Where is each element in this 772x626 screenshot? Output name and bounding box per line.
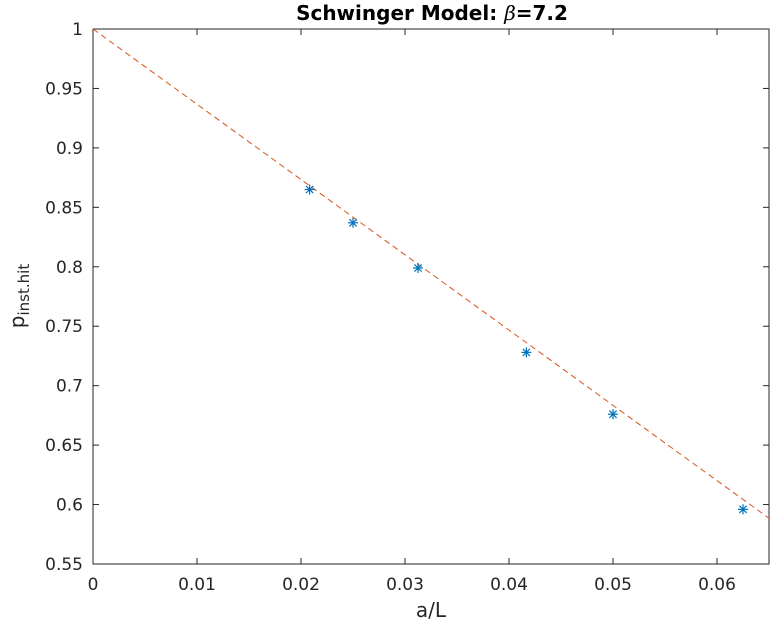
fit-line — [92, 28, 770, 519]
x-tick-label: 0.01 — [178, 575, 216, 595]
y-tick-label: 0.65 — [45, 436, 83, 456]
data-point — [348, 217, 358, 228]
y-tick-label: 0.75 — [45, 317, 83, 337]
y-axis-label-main: p — [5, 316, 29, 329]
fit-line-layer — [92, 28, 770, 519]
y-tick-label: 0.7 — [56, 377, 83, 397]
x-axis-ticks: 0 0.01 0.02 0.03 0.04 0.05 0.06 — [88, 29, 736, 595]
y-tick-label: 0.8 — [56, 258, 83, 278]
data-point — [608, 409, 618, 420]
y-tick-label: 0.6 — [56, 496, 83, 516]
y-tick-label: 0.85 — [45, 198, 83, 218]
y-tick-label: 1 — [72, 20, 83, 40]
x-tick-label: 0.06 — [698, 575, 736, 595]
x-tick-label: 0.02 — [282, 575, 320, 595]
chart-title-symbol: β — [503, 1, 516, 25]
y-axis-label: pinst.hit — [5, 264, 33, 329]
x-tick-label: 0.04 — [490, 575, 528, 595]
y-tick-label: 0.55 — [45, 555, 83, 575]
y-axis-label-sub: inst.hit — [15, 264, 33, 316]
chart-title-suffix: =7.2 — [516, 1, 568, 25]
data-point — [521, 347, 532, 358]
plot-area — [92, 28, 770, 565]
data-point — [738, 504, 748, 515]
x-tick-label: 0.03 — [386, 575, 424, 595]
data-markers — [304, 184, 748, 515]
y-tick-label: 0.95 — [45, 79, 83, 99]
x-tick-label: 0 — [88, 575, 99, 595]
data-point — [304, 184, 315, 195]
x-axis-label: a/L — [416, 598, 447, 622]
chart-title: Schwinger Model: β=7.2 — [296, 1, 568, 25]
y-tick-label: 0.9 — [56, 139, 83, 159]
y-axis-ticks: 0.55 0.6 0.65 0.7 0.75 0.8 0.85 0.9 0.95 1 — [45, 20, 769, 575]
data-point — [413, 262, 423, 273]
x-tick-label: 0.05 — [594, 575, 632, 595]
chart-title-prefix: Schwinger Model: — [296, 1, 504, 25]
